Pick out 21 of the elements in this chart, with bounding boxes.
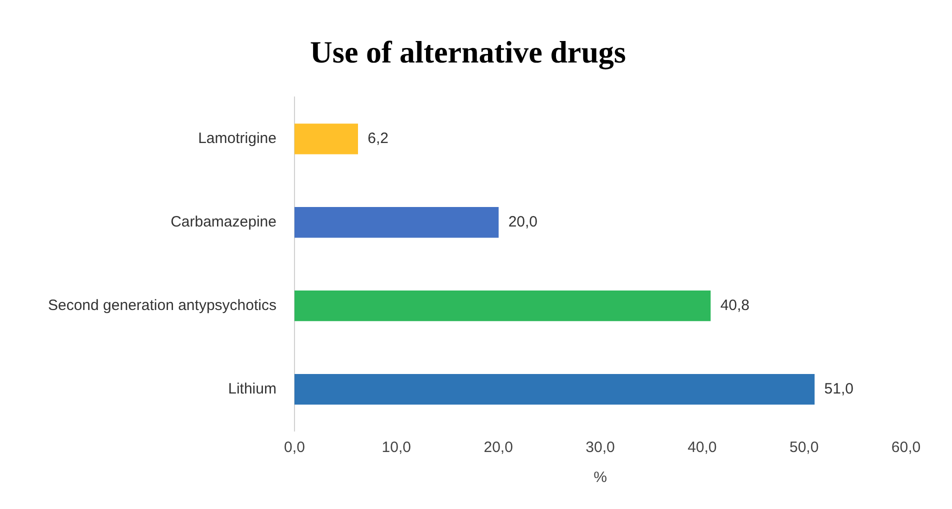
y-tick-label: Lamotrigine xyxy=(198,130,276,148)
x-tick-label: 50,0 xyxy=(789,439,819,456)
bar xyxy=(294,207,499,238)
x-tick-label: 60,0 xyxy=(891,439,921,456)
x-tick-label: 40,0 xyxy=(688,439,717,456)
x-tick-label: 30,0 xyxy=(586,439,615,456)
bar xyxy=(294,290,711,322)
y-tick-label: Carbamazepine xyxy=(170,214,276,231)
y-tick-label: Lithium xyxy=(228,380,276,398)
x-axis-title: % xyxy=(594,469,607,486)
data-label: 51,0 xyxy=(824,380,854,398)
y-tick-label: Second generation antypsychotics xyxy=(48,296,276,314)
x-tick-label: 0,0 xyxy=(284,439,305,456)
x-tick-label: 10,0 xyxy=(382,439,411,456)
chart-title: Use of alternative drugs xyxy=(310,34,626,70)
x-tick-label: 20,0 xyxy=(484,439,513,456)
data-label: 6,2 xyxy=(368,130,389,148)
bar xyxy=(294,374,815,405)
data-label: 40,8 xyxy=(720,296,750,314)
data-label: 20,0 xyxy=(508,214,538,231)
bar xyxy=(294,124,358,154)
